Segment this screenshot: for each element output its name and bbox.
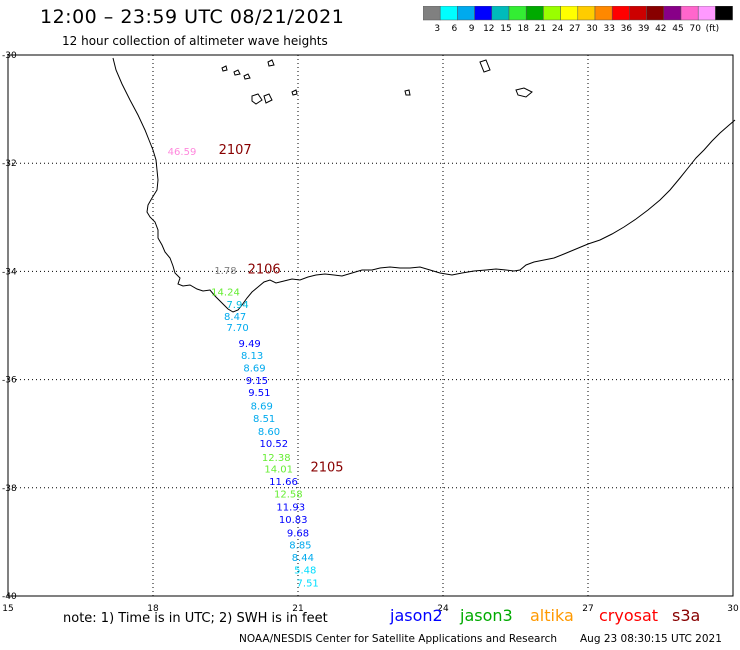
wave-height-value: 10.83 [279,515,308,526]
axis-tick-labels: 15 18 21 24 27 30 -30 -32 -34 -36 -38 -40 [2,51,739,614]
wave-height-value: 9.49 [239,339,261,350]
legend-label: 24 [552,24,564,34]
lat-tick-label: -40 [2,592,17,602]
wave-height-value: 8.13 [241,351,263,362]
island-1 [221,65,228,72]
island-3 [243,73,251,80]
wave-height-value: 10.52 [260,439,289,450]
wave-height-value: 14.01 [264,465,293,476]
sat-jason3: jason3 [460,606,513,625]
legend-label: 39 [638,24,650,34]
wave-height-value: 9.15 [246,376,268,387]
map-frame [7,54,734,597]
lon-tick-label: 15 [2,604,13,614]
wave-height-value: 14.24 [211,288,240,299]
lat-tick-label: -38 [2,484,17,494]
wave-height-value: 8.85 [289,540,311,551]
island-8 [479,59,491,73]
wave-height-value: 8.51 [253,414,275,425]
map-title: 12:00 – 23:59 UTC 08/21/2021 [40,6,345,28]
legend-label: 42 [655,24,666,34]
legend-label: 12 [483,24,494,34]
coastline [112,57,736,313]
wave-height-value: 7.51 [297,578,319,589]
generation-timestamp: Aug 23 08:30:15 UTC 2021 [580,633,722,645]
lon-tick-label: 21 [292,604,303,614]
wave-height-value: 12.58 [274,490,303,501]
island-9 [515,87,533,98]
wave-height-value: 8.69 [251,401,273,412]
wave-height-value: 46.59 [168,147,197,158]
lat-tick-label: -30 [2,51,17,61]
wave-height-value: 5.48 [294,565,316,576]
map-subtitle: 12 hour collection of altimeter wave hei… [62,34,328,48]
legend-label: 33 [603,24,614,34]
island-5 [263,93,273,104]
track-number-label: 2107 [219,143,252,158]
wave-height-value: 7.70 [226,323,248,334]
island-10 [404,89,411,96]
legend-label: 21 [535,24,546,34]
lon-tick-label: 18 [147,604,159,614]
legend-label: 18 [517,24,529,34]
lat-lon-grid [7,54,734,597]
legend-label: 15 [500,24,511,34]
wave-height-value: 11.66 [269,477,298,488]
track-labels: 2107 2106 2105 [219,143,344,476]
legend-label: 9 [469,24,475,34]
legend-swatch [715,6,733,21]
wave-height-value: 12.38 [262,453,291,464]
wave-height-value: 9.68 [287,528,309,539]
wave-height-value: 7.94 [226,300,248,311]
track-number-label: 2105 [310,461,343,476]
wave-height-value: 8.69 [243,363,265,374]
sat-jason2: jason2 [390,606,443,625]
island-2 [233,69,241,76]
footer-note: note: 1) Time is in UTC; 2) SWH is in fe… [63,611,328,626]
credit-line: NOAA/NESDIS Center for Satellite Applica… [239,633,557,645]
lon-tick-label: 24 [437,604,449,614]
track-number-label: 2106 [248,263,281,278]
legend-label: 6 [452,24,458,34]
legend-label: 30 [586,24,598,34]
legend-label: 70 [689,24,701,34]
sat-cryosat: cryosat [599,606,659,625]
lon-tick-label: 27 [582,604,593,614]
wave-height-color-legend: 3 6 9 12 15 18 21 24 27 30 33 36 39 42 45 70 (ft) [423,6,733,34]
wave-height-value: 8.60 [258,427,280,438]
island-6 [267,59,275,67]
legend-label: 36 [621,24,633,34]
lat-tick-label: -32 [2,159,17,169]
wave-height-value: 8.47 [224,312,246,323]
wave-height-observations: 46.591.7814.247.948.477.709.498.138.699.… [168,147,319,589]
island-4 [251,93,263,105]
lat-tick-label: -36 [2,376,17,386]
sat-altika: altika [530,606,574,625]
wave-height-value: 11.93 [276,503,305,514]
legend-label: (ft) [706,24,720,34]
legend-label: 45 [672,24,683,34]
legend-label: 27 [569,24,580,34]
lon-tick-label: 30 [727,604,739,614]
sat-s3a: s3a [672,606,701,625]
island-7 [291,89,298,96]
south-africa-coastline [112,57,736,313]
legend-label: 3 [434,24,440,34]
wave-height-value: 9.51 [248,388,270,399]
wave-height-value: 8.44 [292,553,314,564]
wave-height-value: 1.78 [214,266,236,277]
lat-tick-label: -34 [2,267,17,277]
